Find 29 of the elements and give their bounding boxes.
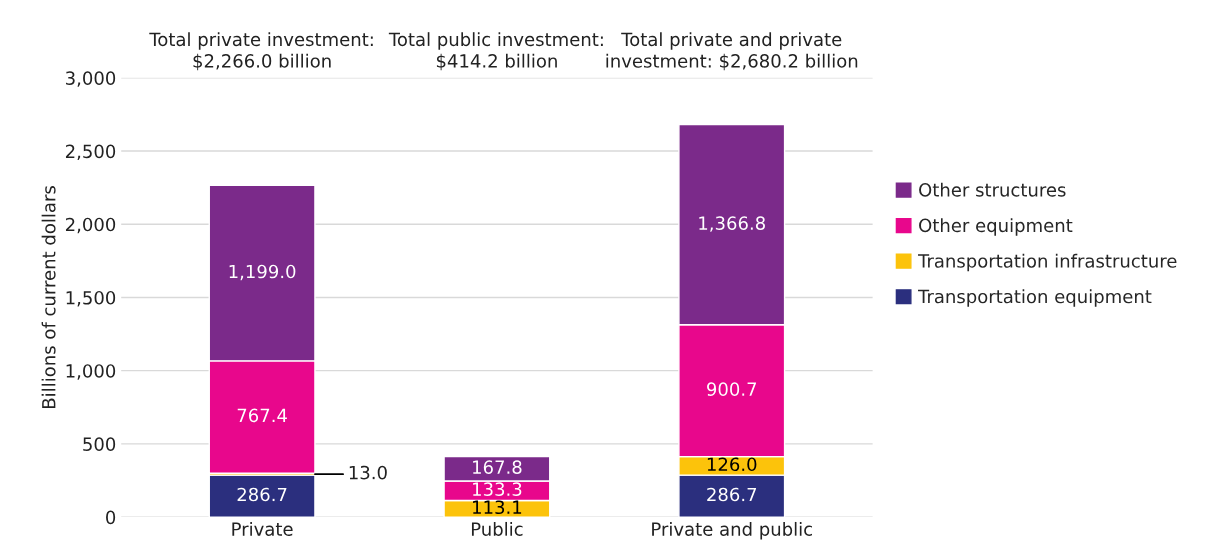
x-tick-label: Public [471,521,523,536]
data-label: 1,199.0 [229,264,296,281]
data-label: 113.1 [473,500,522,515]
data-label: 13.0 [349,465,387,480]
y-tick-label: 1,500 [66,290,116,307]
x-tick-label: Private [232,521,293,536]
data-label: 133.3 [473,482,522,496]
legend-label: Other equipment [919,218,1073,236]
text: Total private investment: $2,266.0 billion [149,32,373,71]
data-label: 900.7 [707,382,757,396]
y-axis-title: Billions of current dollars [41,186,56,408]
text: Total public investment: $414.2 billion [388,32,603,71]
y-tick-label: 1,000 [66,364,116,380]
data-label: 286.7 [237,487,287,502]
text: Total private and private investment: $2,680.2 billion [606,32,858,71]
y-tick-label: 0 [106,510,116,525]
legend-label: Transportation infrastructure [918,253,1177,272]
x-tick-label: Private and public [652,521,812,540]
legend-label: Other structures [919,182,1066,197]
data-label: 767.4 [237,408,287,423]
y-tick-label: 2,500 [65,144,116,161]
y-tick-label: 3,000 [66,71,116,87]
y-tick-label: 500 [83,437,116,451]
legend-label: Transportation equipment [918,289,1152,307]
data-label: 126.0 [707,457,757,472]
y-tick-label: 2,000 [65,217,116,234]
data-label: 1,366.8 [699,216,765,232]
data-label: 286.7 [707,487,757,502]
data-label: 167.8 [473,460,522,474]
